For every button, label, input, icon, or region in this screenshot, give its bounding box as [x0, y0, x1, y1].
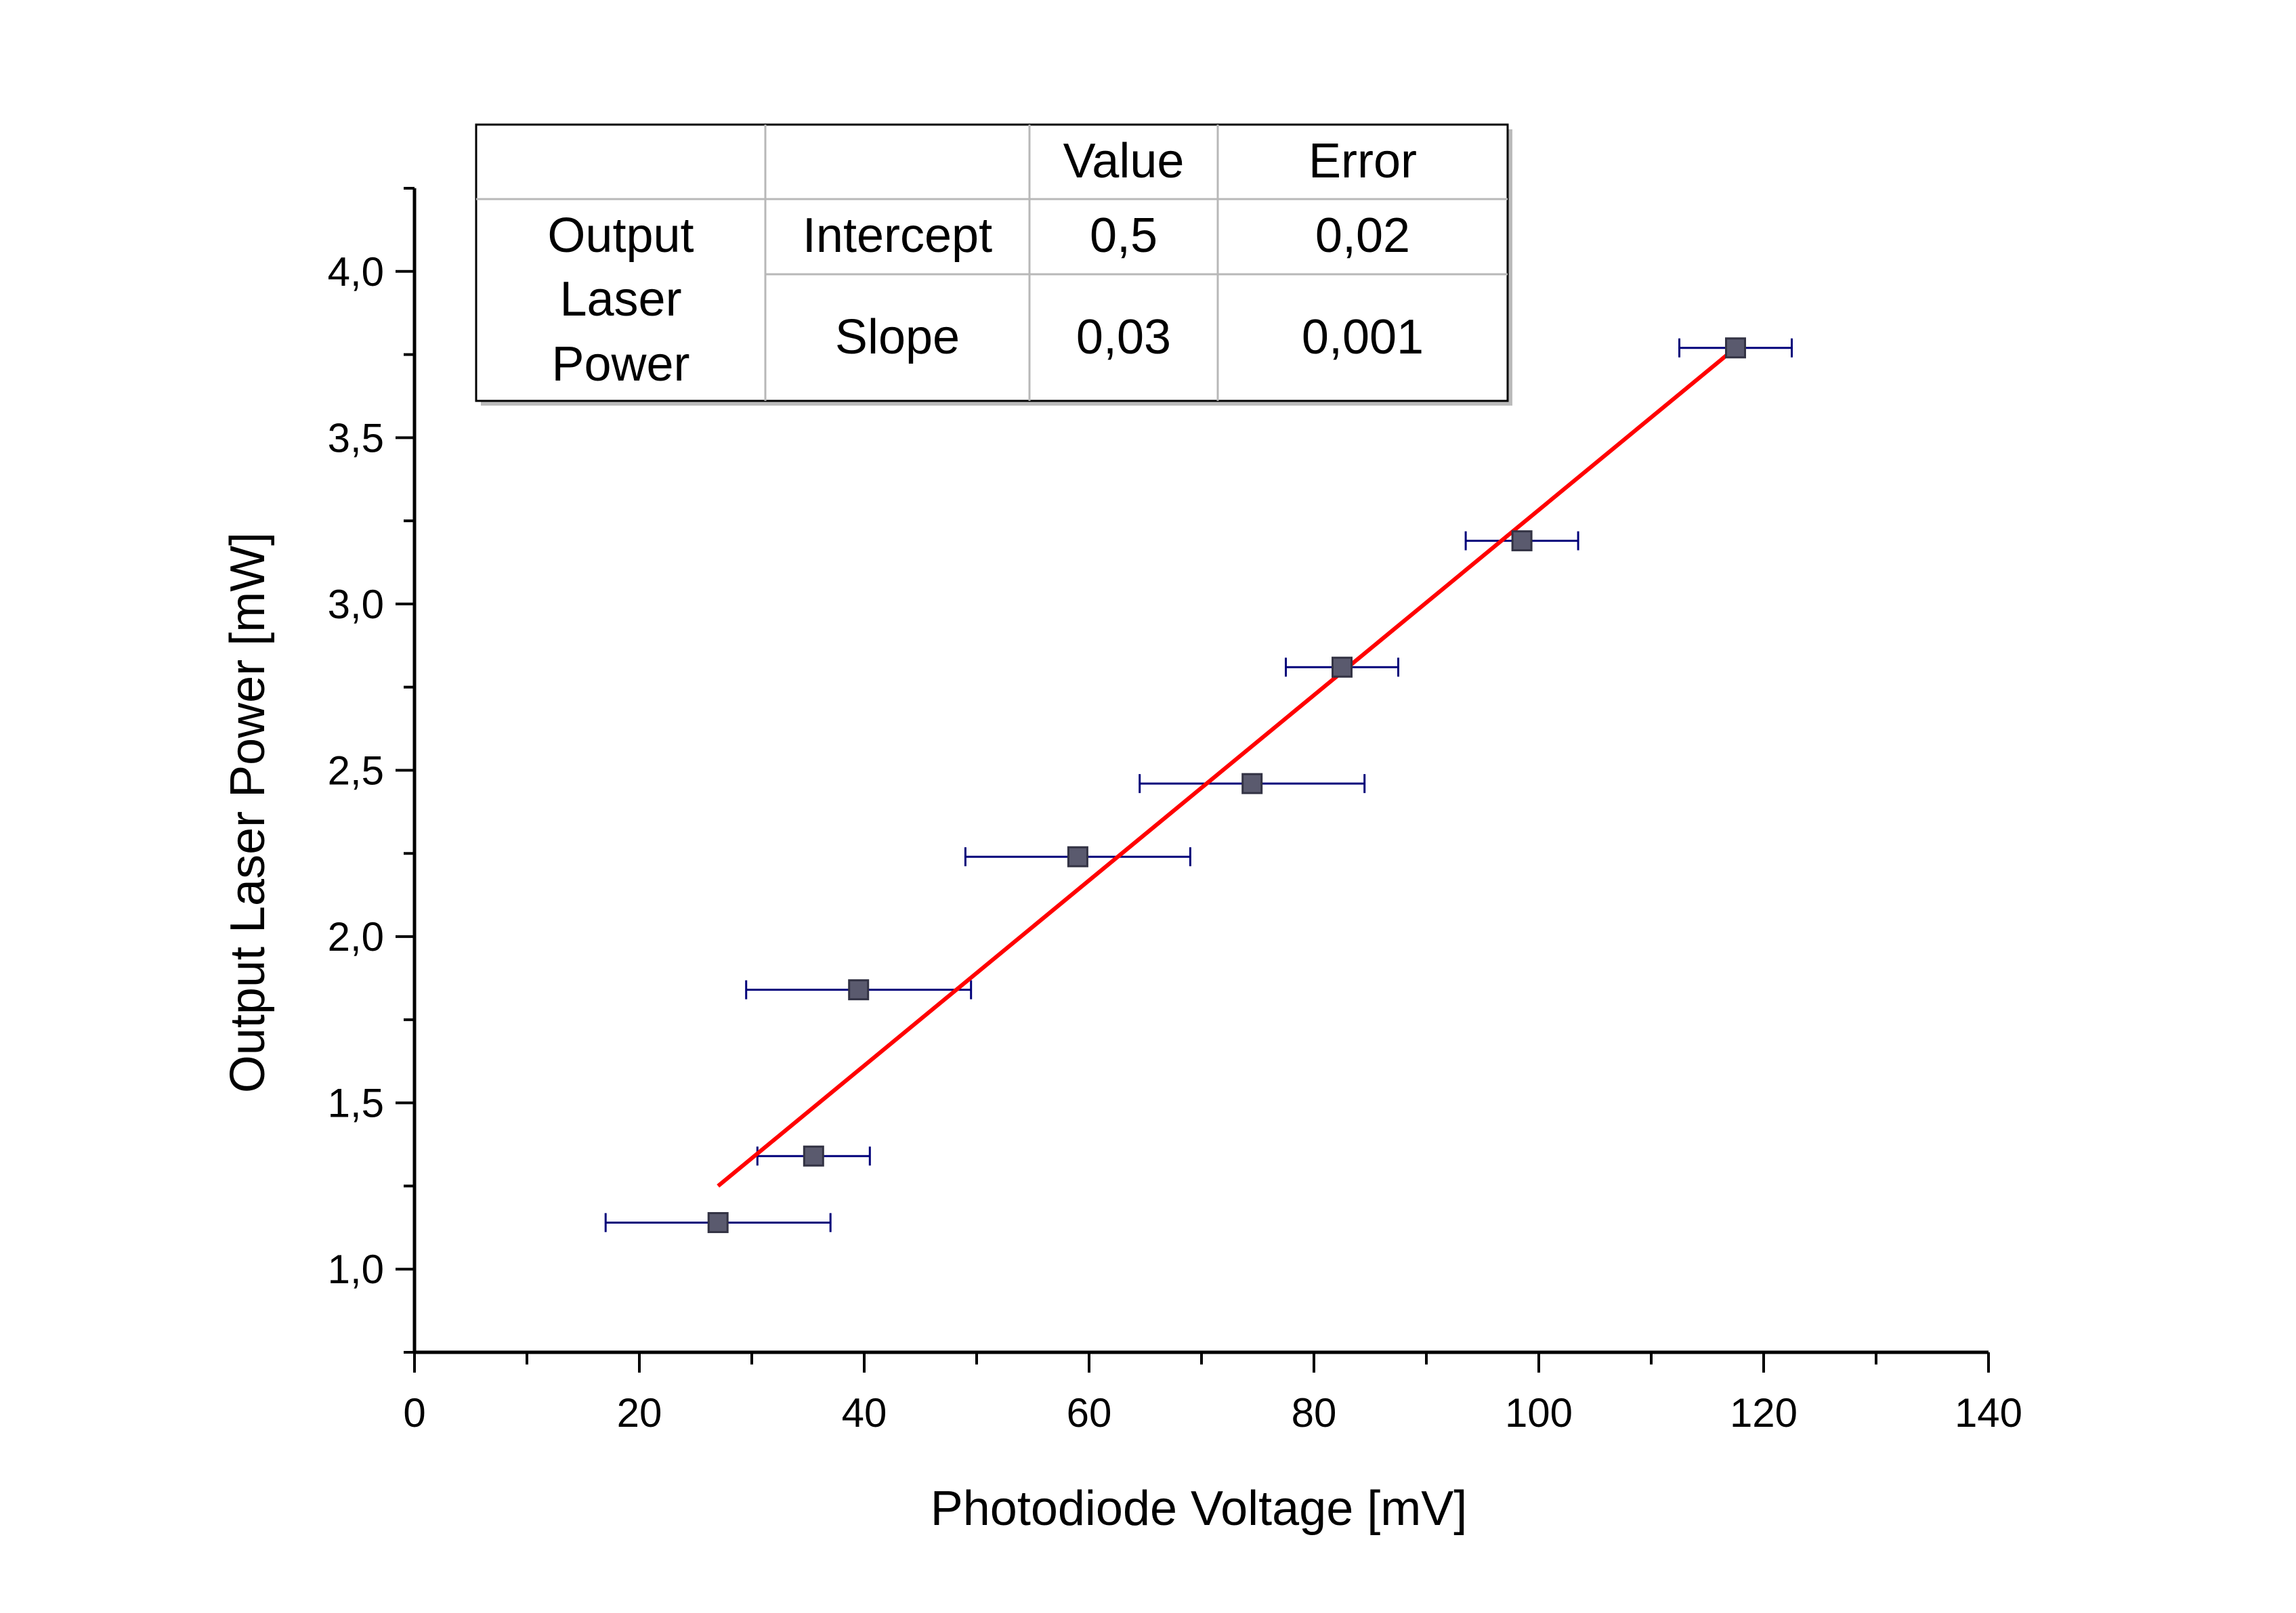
x-axis-title: Photodiode Voltage [mV]: [931, 1482, 1468, 1536]
y-tick-label: 2,5: [328, 748, 384, 794]
y-axis-title: Output Laser Power [mW]: [221, 532, 275, 1093]
table-cell-value: 0,5: [1090, 209, 1157, 263]
table-row-label: Laser: [559, 272, 681, 326]
y-tick-label: 2,0: [328, 914, 384, 960]
x-tick-label: 80: [1292, 1390, 1337, 1436]
data-points: [707, 337, 1746, 1233]
table-cell-error: 0,001: [1302, 310, 1424, 364]
tick-group: 0 20 40 60 80 100 120 140 1,0 1,5 2,0 2,5 3,0 3,5 4,0: [328, 187, 2022, 1436]
fit-line-group: [717, 346, 1737, 1188]
table-header: Error: [1309, 134, 1417, 188]
data-point: [707, 1211, 729, 1233]
table-cell-error: 0,02: [1315, 209, 1410, 263]
y-tick-label: 1,5: [328, 1081, 384, 1126]
table-border: [475, 123, 1509, 402]
x-tick-label: 20: [617, 1390, 662, 1436]
data-point: [803, 1145, 824, 1167]
fit-parameters-table: Value Error Output Laser Power Intercept 0,5 0,…: [475, 123, 1512, 406]
x-tick-label: 60: [1067, 1390, 1112, 1436]
table-cell-name: Slope: [835, 310, 960, 364]
error-bars: [604, 338, 1793, 1232]
table-row-label: Power: [551, 337, 689, 391]
table-cell-value: 0,03: [1076, 310, 1171, 364]
data-point: [1725, 337, 1746, 359]
y-tick-label: 3,0: [328, 582, 384, 627]
y-tick-label: 1,0: [328, 1247, 384, 1292]
x-tick-label: 0: [403, 1390, 425, 1436]
x-tick-label: 40: [842, 1390, 887, 1436]
data-point: [1511, 530, 1533, 552]
data-point: [1067, 846, 1088, 867]
table-header: Value: [1063, 134, 1185, 188]
x-tick-label: 140: [1955, 1390, 2022, 1436]
y-tick-label: 3,5: [328, 415, 384, 460]
x-tick-label: 120: [1730, 1390, 1798, 1436]
x-tick-label: 100: [1505, 1390, 1573, 1436]
y-tick-label: 4,0: [328, 249, 384, 295]
linear-fit-line: [717, 346, 1737, 1188]
data-point: [848, 979, 870, 1001]
table-cell-name: Intercept: [803, 209, 992, 263]
data-point: [1332, 656, 1353, 678]
table-row-label: Output: [547, 209, 694, 263]
data-point: [1241, 773, 1263, 794]
